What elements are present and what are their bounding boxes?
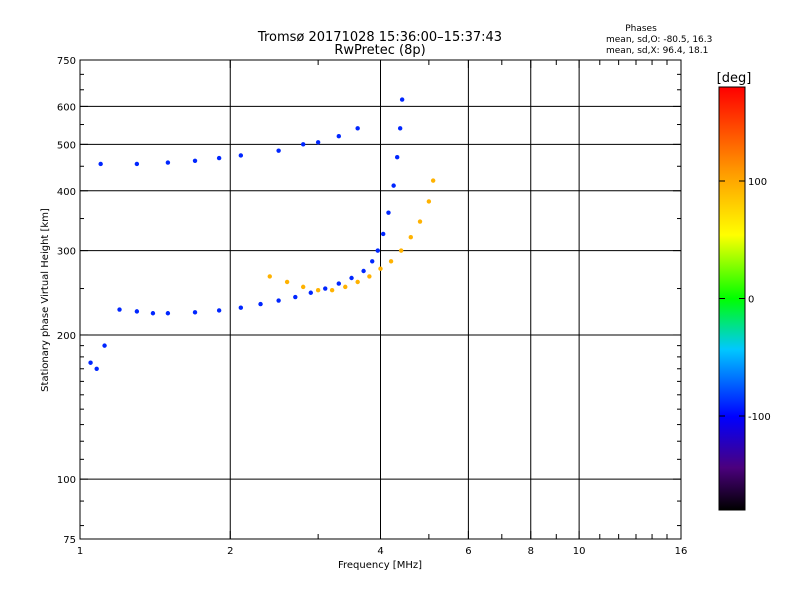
data-point-x [315, 288, 321, 293]
plot-frame [79, 59, 682, 540]
data-point-o [165, 311, 171, 316]
stats-heading: Phases [625, 24, 657, 34]
data-point-o [370, 259, 375, 264]
y-tick-label: 600 [57, 102, 76, 113]
chart-title: Tromsø 20171028 15:36:00–15:37:43 [257, 30, 502, 45]
data-point-x [430, 178, 436, 183]
stats-line-o: mean, sd,O: -80.5, 16.3 [606, 35, 712, 45]
x-tick-label: 1 [77, 546, 83, 557]
data-point-x [300, 284, 306, 290]
data-point-o [238, 153, 244, 158]
x-tick-label: 10 [573, 546, 586, 557]
y-tick-label: 300 [57, 247, 76, 258]
colorbar-ticks: -100 0 100 [719, 177, 771, 423]
data-point-o [150, 311, 156, 316]
data-point-o [216, 308, 222, 313]
y-tick-label: 200 [57, 331, 76, 342]
chart-subtitle: RwPretec (8p) [334, 43, 425, 58]
data-point-o [117, 307, 122, 312]
data-point-o [192, 310, 198, 315]
data-point-o [349, 275, 354, 281]
axis-ticks: 1 2 4 6 8 10 16 75 100 200 300 400 500 600 750 [57, 56, 687, 557]
data-point-o [276, 298, 281, 303]
data-point-o [258, 301, 263, 307]
data-point-x [284, 279, 290, 285]
y-tick-label: 500 [57, 140, 76, 151]
data-point-x [426, 199, 432, 204]
data-point-x [329, 288, 335, 293]
data-point-o [361, 268, 366, 274]
colorbar-tick-label: -100 [748, 412, 771, 423]
data-point-x [417, 219, 423, 224]
data-point-o [380, 231, 386, 237]
data-point-o [300, 142, 306, 147]
data-point-x [367, 274, 372, 279]
x-tick-label: 6 [465, 546, 471, 557]
data-point-o [134, 309, 140, 314]
data-point-x [378, 266, 383, 271]
y-tick-label: 750 [57, 56, 76, 67]
data-point-o [399, 97, 405, 102]
data-point-x [267, 274, 272, 279]
y-tick-label: 100 [57, 475, 76, 486]
data-point-o [336, 133, 342, 139]
x-tick-label: 4 [377, 546, 383, 557]
data-point-o [386, 210, 391, 215]
data-point-o [315, 140, 321, 145]
data-point-x [398, 248, 404, 253]
data-point-x [408, 234, 413, 240]
data-point-o [323, 286, 328, 291]
data-point-x [355, 279, 360, 285]
x-tick-label: 16 [675, 546, 688, 557]
y-axis-label: Stationary phase Virtual Height [km] [40, 208, 51, 392]
data-point-o [88, 360, 93, 365]
x-axis-label: Frequency [MHz] [338, 560, 422, 571]
data-point-o [165, 160, 171, 165]
x-tick-label: 2 [227, 546, 233, 557]
data-point-o [308, 290, 313, 295]
stats-line-x: mean, sd,X: 96.4, 18.1 [606, 46, 708, 56]
data-point-x [343, 284, 348, 290]
data-point-o [94, 366, 99, 371]
data-point-o [216, 155, 222, 161]
data-point-o [394, 155, 400, 160]
data-point-o [336, 281, 342, 286]
data-point-o [276, 148, 281, 153]
data-point-o [192, 158, 198, 163]
x-tick-label: 8 [528, 546, 534, 557]
data-points [88, 97, 436, 371]
data-point-o [293, 294, 298, 300]
data-point-x [388, 259, 394, 264]
y-tick-label: 75 [63, 535, 76, 546]
colorbar-tick-label: 0 [748, 295, 754, 306]
colorbar-label: [deg] [717, 71, 752, 86]
data-point-o [391, 183, 396, 188]
data-point-o [375, 248, 380, 253]
grid [80, 60, 681, 539]
data-point-o [98, 161, 103, 167]
data-point-o [355, 126, 360, 131]
data-point-o [134, 161, 140, 167]
y-tick-label: 400 [57, 187, 76, 198]
data-point-o [397, 126, 403, 131]
colorbar-tick-label: 100 [748, 177, 767, 188]
data-point-o [238, 305, 244, 310]
data-point-o [102, 343, 107, 348]
